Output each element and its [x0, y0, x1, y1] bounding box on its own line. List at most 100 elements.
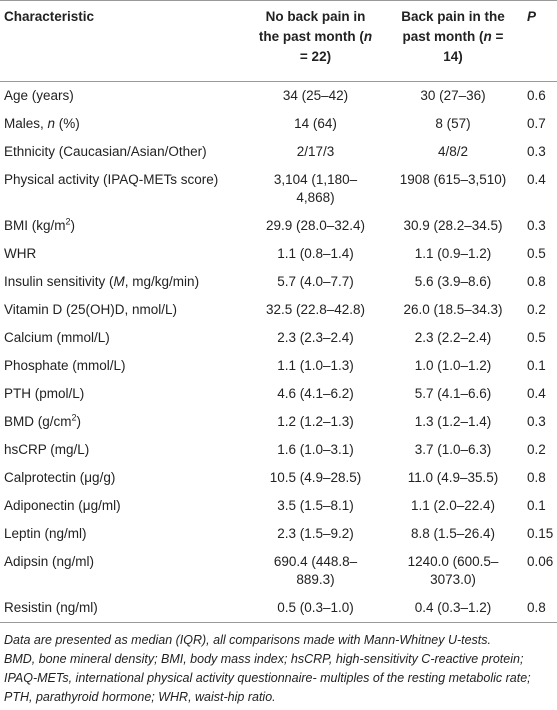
table-cell: 29.9 (28.0–32.4) — [265, 218, 366, 233]
table-row: Adipsin (ng/ml) 690.4 (448.8–889.3) 1240.0… — [0, 548, 557, 594]
table-cell: 2.3 (2.3–2.4) — [277, 330, 354, 345]
row-label: Resistin (ng/ml) — [4, 600, 98, 615]
table-cell: 0.5 — [527, 246, 546, 261]
table-cell: 1.1 (2.0–22.4) — [410, 498, 496, 513]
table-row: Vitamin D (25(OH)D, nmol/L) 32.5 (22.8–42… — [0, 296, 557, 324]
table-row: Calprotectin (μg/g) 10.5 (4.9–28.5) 11.0 (… — [0, 464, 557, 492]
text-segment: 2 — [71, 412, 77, 423]
text-segment: ) — [70, 218, 76, 233]
table-row: BMD (g/cm2) 1.2 (1.2–1.3) 1.3 (1.2–1.4) 0.3 — [0, 408, 557, 436]
table-cell: 0.1 — [527, 498, 546, 513]
row-label: Physical activity (IPAQ-METs score) — [4, 172, 219, 187]
table-cell: 0.15 — [527, 526, 554, 541]
table-header: Characteristic No back pain in the past m… — [0, 0, 557, 82]
table-cell: 5.6 (3.9–8.6) — [414, 274, 492, 289]
row-label: Ethnicity (Caucasian/Asian/Other) — [4, 144, 207, 159]
table-cell: 1908 (615–3,510) — [399, 172, 507, 187]
row-label: Insulin sensitivity (M, mg/kg/min) — [0, 268, 248, 296]
table-row: Calcium (mmol/L) 2.3 (2.3–2.4) 2.3 (2.2–2.… — [0, 324, 557, 352]
table-cell: 5.7 (4.0–7.7) — [277, 274, 354, 289]
text-segment: = 14) — [443, 29, 504, 64]
table-cell: 1.2 (1.2–1.3) — [277, 414, 354, 429]
table-cell: 0.2 — [527, 442, 546, 457]
table-cell: 0.8 — [527, 600, 546, 615]
text-segment: BMD (g/cm — [4, 414, 72, 429]
table-cell: 4.6 (4.1–6.2) — [277, 386, 354, 401]
text-segment: Males, — [4, 116, 48, 131]
table-cell: 26.0 (18.5–34.3) — [403, 302, 503, 317]
table-cell: 1.1 (1.0–1.3) — [277, 358, 354, 373]
row-label: WHR — [4, 246, 37, 261]
row-label: Leptin (ng/ml) — [4, 526, 87, 541]
table-row: Adiponectin (μg/ml) 3.5 (1.5–8.1) 1.1 (2.0… — [0, 492, 557, 520]
table-cell: 3.5 (1.5–8.1) — [277, 498, 354, 513]
footnote-text: BMD, bone mineral density; BMI, body mas… — [4, 652, 531, 704]
row-label: Adiponectin (μg/ml) — [4, 498, 121, 513]
row-label: PTH (pmol/L) — [4, 386, 85, 401]
footnote-text: Data are presented as median (IQR), all … — [4, 633, 491, 647]
table-row: Insulin sensitivity (M, mg/kg/min) 5.7 (4… — [0, 268, 557, 296]
row-label: Age (years) — [4, 88, 74, 103]
table-cell: 0.4 — [527, 172, 546, 187]
table-cell: 0.3 — [527, 414, 546, 429]
table-cell: 0.5 — [527, 330, 546, 345]
header-cell: No back pain in the past month (n = 22) — [248, 0, 383, 82]
row-label: Phosphate (mmol/L) — [4, 358, 126, 373]
table-cell: 0.8 — [527, 470, 546, 485]
text-segment: P — [527, 9, 537, 24]
text-segment: Back pain in the past month — [401, 9, 505, 44]
text-segment: BMI (kg/m — [4, 218, 66, 233]
table-cell: 0.4 (0.3–1.2) — [414, 600, 492, 615]
footnote: Data are presented as median (IQR), all … — [0, 623, 557, 707]
table-cell: 4/8/2 — [437, 144, 469, 159]
text-segment: n — [483, 29, 492, 44]
table-cell: 2.3 (1.5–9.2) — [277, 526, 354, 541]
text-segment: n — [47, 116, 56, 131]
table-cell: 10.5 (4.9–28.5) — [269, 470, 362, 485]
table-row: hsCRP (mg/L) 1.6 (1.0–3.1) 3.7 (1.0–6.3) 0.… — [0, 436, 557, 464]
text-segment: = 22) — [299, 49, 332, 64]
table-cell: 3,104 (1,180–4,868) — [273, 172, 358, 205]
row-label: BMD (g/cm2) — [0, 408, 248, 436]
table-row: Physical activity (IPAQ-METs score) 3,104… — [0, 166, 557, 212]
table-cell: 5.7 (4.1–6.6) — [414, 386, 492, 401]
table-row: Phosphate (mmol/L) 1.1 (1.0–1.3) 1.0 (1.0–… — [0, 352, 557, 380]
table-cell: 0.3 — [527, 144, 546, 159]
table-row: PTH (pmol/L) 4.6 (4.1–6.2) 5.7 (4.1–6.6) 0.… — [0, 380, 557, 408]
text-segment: ( — [479, 29, 484, 44]
table-row: Ethnicity (Caucasian/Asian/Other) 2/17/3 4… — [0, 138, 557, 166]
row-label: Males, n (%) — [0, 110, 248, 138]
table-cell: 0.5 (0.3–1.0) — [277, 600, 354, 615]
table-cell: 0.4 — [527, 386, 546, 401]
table-cell: 0.06 — [527, 554, 554, 569]
text-segment: n — [363, 29, 373, 44]
table-cell: 0.2 — [527, 302, 546, 317]
table-cell: 34 (25–42) — [282, 88, 349, 103]
table-row: Resistin (ng/ml) 0.5 (0.3–1.0) 0.4 (0.3–1.… — [0, 594, 557, 623]
table-cell: 2.3 (2.2–2.4) — [414, 330, 492, 345]
text-segment: M — [113, 274, 125, 289]
table-cell: 2/17/3 — [296, 144, 335, 159]
table-cell: 0.7 — [527, 116, 546, 131]
table-body: Age (years) 34 (25–42) 30 (27–36) 0.6 Males,… — [0, 82, 557, 623]
text-segment: Insulin sensitivity ( — [4, 274, 114, 289]
header-cell: P — [523, 0, 557, 82]
table-cell: 690.4 (448.8–889.3) — [273, 554, 358, 587]
table-row: Age (years) 34 (25–42) 30 (27–36) 0.6 — [0, 82, 557, 111]
row-label: BMI (kg/m2) — [0, 212, 248, 240]
table-row: WHR 1.1 (0.8–1.4) 1.1 (0.9–1.2) 0.5 — [0, 240, 557, 268]
table-cell: 3.7 (1.0–6.3) — [414, 442, 492, 457]
row-label: Adipsin (ng/ml) — [4, 554, 95, 569]
text-segment: ( — [359, 29, 364, 44]
table-row: Males, n (%) 14 (64) 8 (57) 0.7 — [0, 110, 557, 138]
table-cell: 11.0 (4.9–35.5) — [407, 470, 499, 485]
table-row: Leptin (ng/ml) 2.3 (1.5–9.2) 8.8 (1.5–26.4… — [0, 520, 557, 548]
row-label: Vitamin D (25(OH)D, nmol/L) — [4, 302, 178, 317]
table-cell: 8.8 (1.5–26.4) — [410, 526, 496, 541]
table-cell: 32.5 (22.8–42.8) — [265, 302, 366, 317]
header-cell: Characteristic — [0, 0, 248, 82]
text-segment: No back pain in the past month — [258, 9, 366, 44]
table-cell: 1.1 (0.8–1.4) — [277, 246, 354, 261]
table-cell: 0.8 — [527, 274, 546, 289]
